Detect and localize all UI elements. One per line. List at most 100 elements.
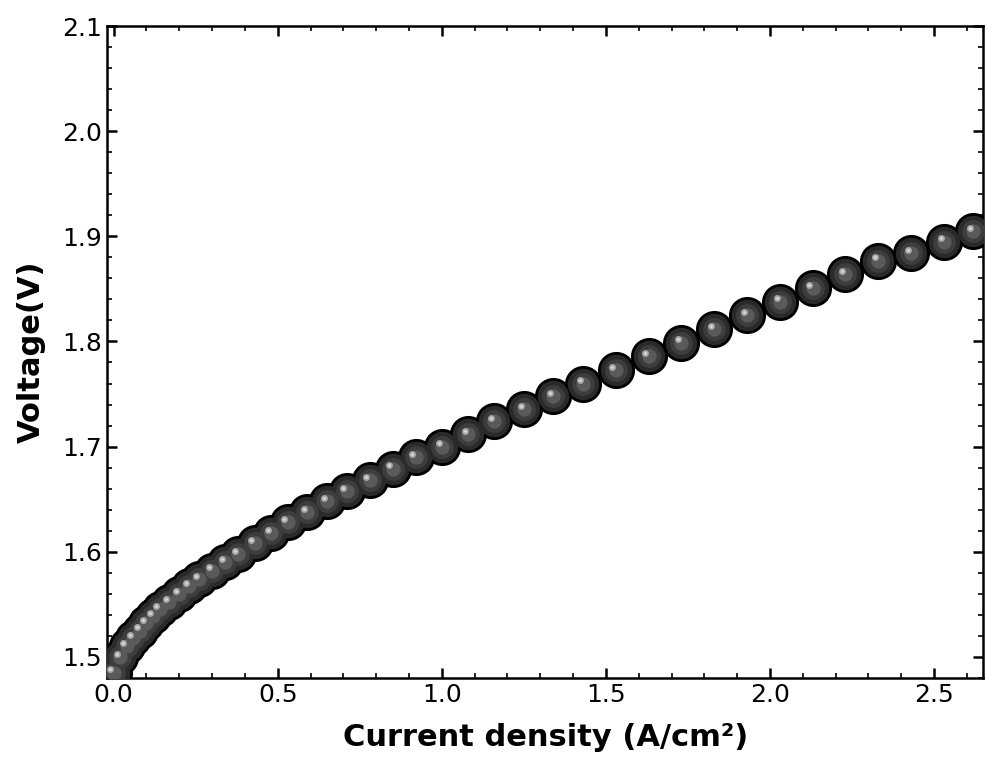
Point xyxy=(870,255,886,267)
Point xyxy=(158,593,174,605)
Point xyxy=(936,235,952,248)
Point xyxy=(142,607,158,619)
Point xyxy=(434,441,450,453)
Point xyxy=(608,364,624,376)
Point xyxy=(608,364,624,376)
Point xyxy=(483,412,499,424)
Point xyxy=(204,564,220,577)
Point xyxy=(115,637,131,649)
Point xyxy=(673,336,689,348)
Point xyxy=(319,495,335,508)
Point xyxy=(148,600,164,612)
Point xyxy=(457,424,473,437)
Point xyxy=(736,306,752,318)
Point xyxy=(132,624,148,637)
Point xyxy=(362,474,378,486)
Point xyxy=(161,596,177,608)
Point xyxy=(339,484,355,497)
Point xyxy=(243,534,259,546)
Point xyxy=(188,570,204,582)
Point xyxy=(486,415,502,428)
Point xyxy=(112,651,128,663)
Point xyxy=(181,581,197,593)
Point xyxy=(316,492,332,504)
Point xyxy=(125,631,141,644)
Point xyxy=(125,631,141,644)
Point xyxy=(870,255,886,267)
Point xyxy=(112,651,128,663)
Point xyxy=(263,527,279,539)
Point xyxy=(739,309,755,321)
Point xyxy=(637,347,653,359)
Point xyxy=(299,505,315,518)
Point xyxy=(276,513,292,525)
Point xyxy=(837,268,853,281)
Point xyxy=(106,667,122,679)
Point xyxy=(247,537,263,549)
Point xyxy=(171,588,187,600)
Point xyxy=(230,548,246,560)
Point xyxy=(641,350,657,362)
Point xyxy=(805,281,821,294)
Point xyxy=(706,323,722,335)
Point xyxy=(214,553,230,565)
Point xyxy=(335,481,351,494)
Point xyxy=(608,364,624,376)
Point xyxy=(191,573,207,585)
Point xyxy=(122,628,138,641)
Point xyxy=(900,244,916,256)
Point xyxy=(670,333,686,345)
Point xyxy=(933,232,949,245)
Point xyxy=(204,564,220,577)
Point xyxy=(513,399,529,411)
Point xyxy=(903,247,919,259)
Point xyxy=(168,584,184,597)
Point xyxy=(230,548,246,560)
Point xyxy=(243,534,259,546)
Point xyxy=(572,375,588,387)
Point xyxy=(381,459,397,471)
Point xyxy=(171,588,187,600)
Point xyxy=(138,617,154,629)
Point xyxy=(161,596,177,608)
Point xyxy=(112,651,128,663)
Point xyxy=(247,537,263,549)
Point xyxy=(483,412,499,424)
X-axis label: Current density (A/cm²): Current density (A/cm²) xyxy=(343,724,748,752)
Point xyxy=(339,484,355,497)
Point xyxy=(933,232,949,245)
Point xyxy=(217,556,233,568)
Point xyxy=(936,235,952,248)
Point xyxy=(204,564,220,577)
Point xyxy=(936,235,952,248)
Point xyxy=(362,474,378,486)
Point xyxy=(142,607,158,619)
Point xyxy=(148,600,164,612)
Point xyxy=(276,513,292,525)
Point xyxy=(900,244,916,256)
Point xyxy=(936,235,952,248)
Point xyxy=(280,516,296,528)
Point xyxy=(769,292,785,305)
Point xyxy=(102,663,118,675)
Point xyxy=(299,505,315,518)
Point xyxy=(513,399,529,411)
Point xyxy=(280,516,296,528)
Point xyxy=(230,548,246,560)
Point xyxy=(962,221,978,234)
Point xyxy=(542,387,558,399)
Point xyxy=(903,247,919,259)
Point xyxy=(486,415,502,428)
Point xyxy=(132,624,148,637)
Point xyxy=(670,333,686,345)
Point xyxy=(358,471,374,483)
Point xyxy=(135,614,151,626)
Point xyxy=(125,631,141,644)
Point xyxy=(408,451,424,463)
Point xyxy=(119,640,135,652)
Point xyxy=(171,588,187,600)
Point xyxy=(408,451,424,463)
Point xyxy=(102,663,118,675)
Point xyxy=(381,459,397,471)
Point xyxy=(385,462,401,474)
